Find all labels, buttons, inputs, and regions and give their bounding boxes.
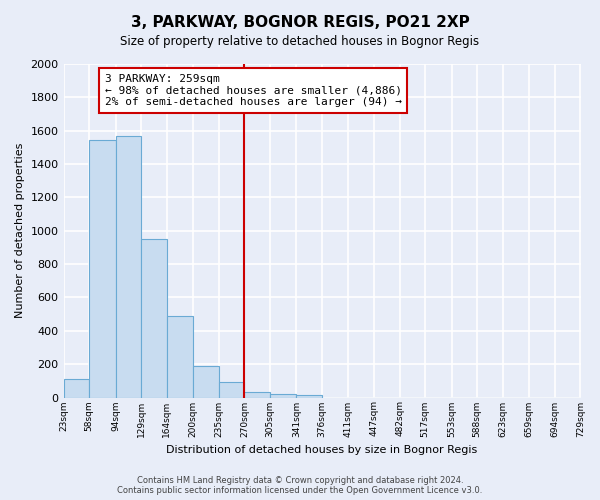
Bar (219, 382, 244, 398)
Bar (244, 392, 270, 398)
Bar (270, 394, 296, 398)
Bar (64, 379, 89, 398)
Bar (116, 136, 141, 398)
Text: Contains HM Land Registry data © Crown copyright and database right 2024.
Contai: Contains HM Land Registry data © Crown c… (118, 476, 482, 495)
Text: 3, PARKWAY, BOGNOR REGIS, PO21 2XP: 3, PARKWAY, BOGNOR REGIS, PO21 2XP (131, 15, 469, 30)
X-axis label: Distribution of detached houses by size in Bognor Regis: Distribution of detached houses by size … (166, 445, 478, 455)
Text: Size of property relative to detached houses in Bognor Regis: Size of property relative to detached ho… (121, 35, 479, 48)
Bar (141, 239, 167, 398)
Bar (296, 395, 322, 398)
Text: 3 PARKWAY: 259sqm
← 98% of detached houses are smaller (4,886)
2% of semi-detach: 3 PARKWAY: 259sqm ← 98% of detached hous… (105, 74, 402, 107)
Bar (89, 140, 116, 398)
Y-axis label: Number of detached properties: Number of detached properties (15, 143, 25, 318)
Bar (193, 366, 219, 398)
Bar (167, 316, 193, 398)
